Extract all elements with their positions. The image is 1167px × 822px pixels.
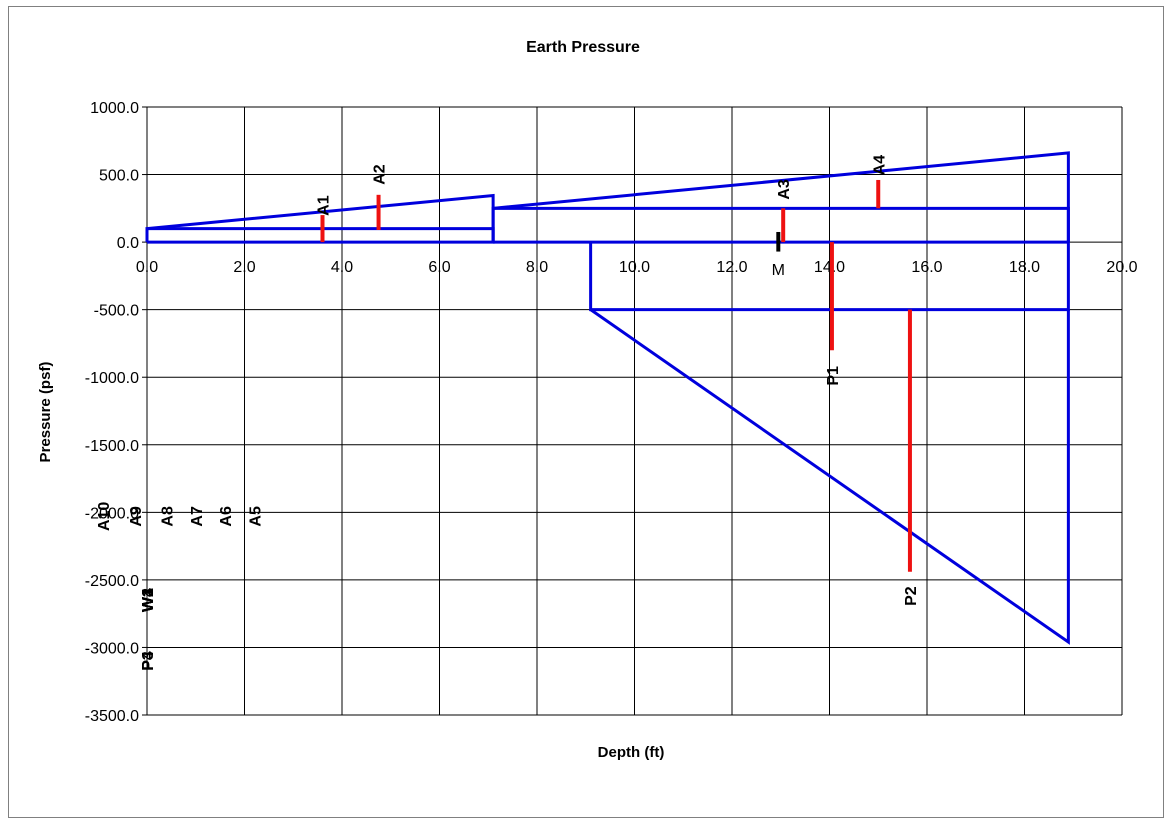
y-axis-title: Pressure (psf) bbox=[37, 362, 54, 463]
stacked-label: A5 bbox=[247, 506, 264, 527]
y-tick-label: -1000.0 bbox=[85, 370, 139, 387]
y-tick-labels: 1000.0 500.0 0.0 -500.0 -1000.0 -1500.0 -2000.… bbox=[85, 100, 139, 725]
y-tick-label: -1500.0 bbox=[85, 438, 139, 455]
stacked-label: P3 bbox=[140, 651, 157, 671]
force-marker-label: P1 bbox=[825, 366, 842, 386]
force-marker-label: A3 bbox=[776, 179, 793, 200]
y-tick-label: -2500.0 bbox=[85, 573, 139, 590]
force-marker-label: A2 bbox=[372, 164, 389, 185]
x-tick-label: 14.0 bbox=[814, 259, 845, 276]
x-tick-label: 0.0 bbox=[136, 259, 158, 276]
x-axis-title: Depth (ft) bbox=[598, 744, 665, 761]
stacked-label: A10 bbox=[96, 502, 113, 531]
force-markers: A1 A2 A3 A4 P1 P2 M bbox=[316, 155, 920, 606]
series-line bbox=[491, 206, 1070, 243]
x-tick-label: 18.0 bbox=[1009, 259, 1040, 276]
force-marker-label: P2 bbox=[903, 586, 920, 606]
x-tick-label: 6.0 bbox=[428, 259, 450, 276]
stacked-label: W3 bbox=[140, 588, 157, 612]
x-tick-labels: 0.0 2.0 4.0 6.0 8.0 10.0 12.0 14.0 16.0 18.0 20.0 bbox=[136, 259, 1138, 276]
series-line bbox=[145, 227, 495, 244]
stacked-label: A6 bbox=[218, 506, 235, 527]
stacked-label: W1 bbox=[140, 588, 157, 612]
y-tick-label: -500.0 bbox=[94, 303, 139, 320]
stacked-label: A9 bbox=[128, 506, 145, 527]
stacked-label: A7 bbox=[189, 506, 206, 527]
moment-marker-label: M bbox=[772, 262, 785, 279]
series-line bbox=[492, 151, 1070, 243]
y-tick-label: 1000.0 bbox=[90, 100, 139, 117]
stacked-label: P4 bbox=[140, 651, 157, 671]
x-tick-label: 2.0 bbox=[233, 259, 255, 276]
y-tick-label: -2000.0 bbox=[85, 505, 139, 522]
x-tick-label: 12.0 bbox=[716, 259, 747, 276]
x-tick-label: 4.0 bbox=[331, 259, 353, 276]
grid-lines bbox=[142, 106, 1123, 716]
series-line bbox=[589, 242, 1070, 312]
force-marker-label: A1 bbox=[316, 195, 333, 216]
x-tick-label: 10.0 bbox=[619, 259, 650, 276]
force-marker-label: A4 bbox=[871, 155, 888, 176]
stacked-label: A8 bbox=[160, 506, 177, 527]
y-tick-label: -3500.0 bbox=[85, 708, 139, 725]
series-line bbox=[589, 308, 1070, 645]
stacked-label: W4 bbox=[140, 588, 157, 612]
pressure-series bbox=[145, 151, 1070, 645]
y-tick-label: -3000.0 bbox=[85, 640, 139, 657]
x-tick-label: 20.0 bbox=[1106, 259, 1137, 276]
y-tick-label: 0.0 bbox=[117, 235, 139, 252]
x-tick-label: 8.0 bbox=[526, 259, 548, 276]
chart-frame bbox=[8, 6, 1164, 818]
chart-title: Earth Pressure bbox=[526, 39, 640, 56]
stacked-label: W2 bbox=[140, 588, 157, 612]
x-tick-label: 16.0 bbox=[911, 259, 942, 276]
y-tick-label: 500.0 bbox=[99, 168, 139, 185]
